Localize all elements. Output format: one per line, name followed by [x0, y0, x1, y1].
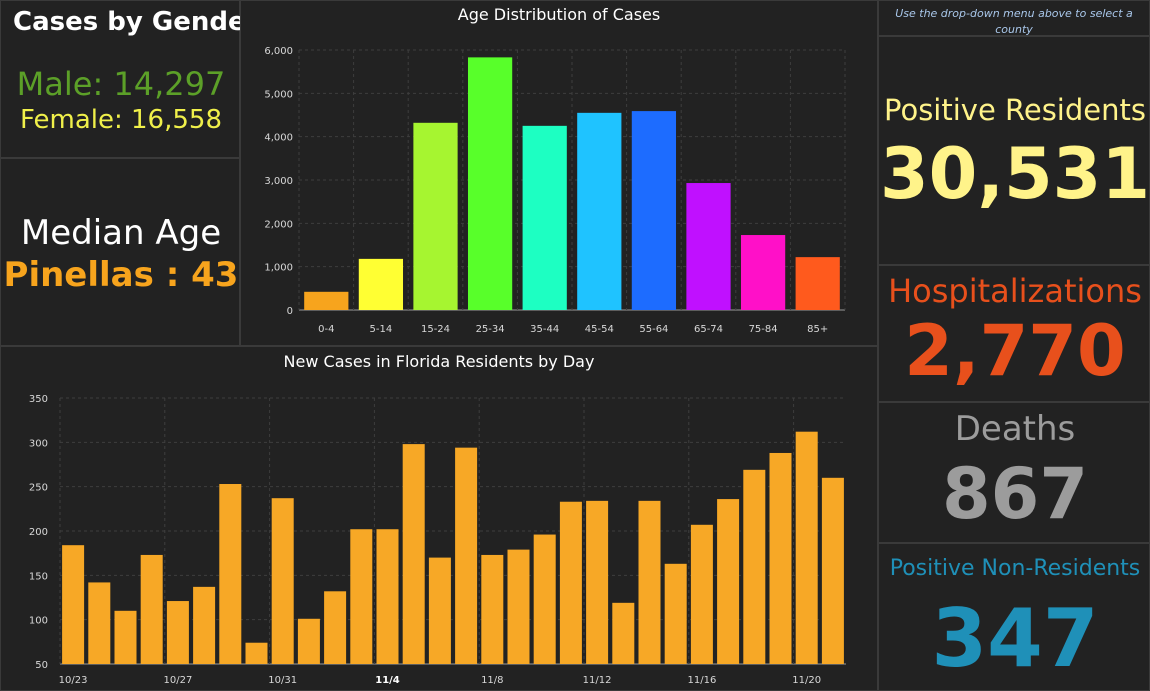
age-x-tick-label: 35-44 — [530, 324, 559, 335]
age-y-tick-label: 6,000 — [264, 46, 293, 57]
age-x-tick-label: 75-84 — [749, 324, 778, 335]
daily-chart-title: New Cases in Florida Residents by Day — [283, 352, 595, 371]
daily-bar-10/30[interactable] — [245, 642, 268, 664]
daily-bar-11/21[interactable] — [821, 477, 844, 664]
age-x-tick-label: 85+ — [807, 324, 828, 335]
age-bar-55-64[interactable] — [631, 111, 677, 310]
daily-bar-11/5[interactable] — [402, 444, 425, 664]
daily-bar-11/16[interactable] — [690, 524, 713, 664]
positive-residents-value: 30,531 — [879, 133, 1150, 215]
deaths-label: Deaths — [954, 409, 1076, 449]
non-residents-label: Positive Non-Residents — [889, 556, 1141, 581]
daily-bar-11/12[interactable] — [586, 500, 609, 664]
county-hint-text: Use the drop-down menu above to select a… — [895, 7, 1133, 36]
daily-x-tick-label: 11/16 — [687, 675, 716, 686]
age-bar-0-4[interactable] — [304, 291, 349, 310]
daily-bar-11/9[interactable] — [507, 549, 530, 664]
daily-bar-11/1[interactable] — [297, 618, 320, 664]
daily-y-tick-label: 300 — [29, 438, 48, 449]
non-residents-value: 347 — [931, 592, 1099, 685]
age-chart-title: Age Distribution of Cases — [457, 5, 661, 24]
gender-title: Cases by Gender — [13, 7, 259, 37]
daily-bar-11/18[interactable] — [743, 469, 766, 664]
daily-bar-11/15[interactable] — [664, 563, 687, 664]
age-x-tick-label: 65-74 — [694, 324, 723, 335]
daily-x-tick-label: 11/12 — [583, 675, 612, 686]
age-y-tick-label: 1,000 — [264, 263, 293, 274]
daily-bar-11/14[interactable] — [638, 500, 661, 664]
daily-cases-chart[interactable]: 50 100 150 200 250 300 350 10/23 10/27 10/31 11/4 1… — [1, 347, 877, 690]
non-residents-panel: Positive Non-Residents 347 — [878, 543, 1150, 691]
daily-bar-11/4[interactable] — [376, 529, 399, 664]
daily-y-tick-label: 100 — [29, 616, 48, 627]
daily-x-tick-label: 10/23 — [59, 675, 88, 686]
daily-cases-chart-panel[interactable]: New Cases in Florida Residents by Day 50… — [0, 346, 878, 691]
daily-bar-10/29[interactable] — [219, 484, 242, 664]
age-x-tick-label: 55-64 — [639, 324, 668, 335]
daily-x-tick-label: 10/27 — [163, 675, 192, 686]
deaths-panel: Deaths 867 — [878, 402, 1150, 543]
daily-x-tick-label: 11/4 — [375, 675, 400, 686]
age-distribution-chart-panel[interactable]: Age Distribution of Cases 0 1,000 2,000 3,0… — [240, 0, 878, 346]
cases-by-gender-panel: Cases by Gender Male: 14,297 Female: 16,… — [0, 0, 258, 158]
female-count: Female: 16,558 — [19, 105, 222, 135]
daily-bar-11/6[interactable] — [428, 557, 451, 664]
age-y-tick-label: 3,000 — [264, 176, 293, 187]
daily-y-tick-label: 250 — [29, 483, 48, 494]
daily-bar-11/2[interactable] — [324, 591, 347, 664]
daily-bar-10/25[interactable] — [114, 610, 137, 664]
age-x-tick-label: 15-24 — [421, 324, 450, 335]
daily-y-tick-label: 50 — [35, 660, 48, 671]
median-age-value: Pinellas : 43 — [3, 255, 239, 295]
age-bar-35-44[interactable] — [522, 125, 567, 310]
daily-bar-11/13[interactable] — [612, 602, 635, 664]
age-x-tick-label: 45-54 — [585, 324, 614, 335]
age-bar-65-74[interactable] — [686, 183, 731, 310]
age-y-tick-label: 2,000 — [264, 219, 293, 230]
daily-bar-11/7[interactable] — [455, 447, 478, 664]
daily-x-tick-label: 11/8 — [481, 675, 503, 686]
age-bar-85+[interactable] — [795, 257, 840, 310]
positive-residents-panel: Positive Residents 30,531 — [878, 36, 1150, 265]
age-y-tick-label: 0 — [287, 306, 293, 317]
daily-x-tick-label: 11/20 — [792, 675, 821, 686]
deaths-value: 867 — [941, 453, 1089, 535]
daily-bar-11/17[interactable] — [717, 499, 740, 664]
positive-residents-label: Positive Residents — [884, 93, 1146, 127]
daily-bar-10/24[interactable] — [88, 582, 111, 664]
hospitalizations-panel: Hospitalizations 2,770 — [878, 265, 1150, 402]
county-hint-panel: Use the drop-down menu above to select a… — [878, 0, 1150, 36]
age-x-tick-label: 5-14 — [370, 324, 393, 335]
male-count: Male: 14,297 — [16, 65, 226, 103]
age-y-tick-label: 5,000 — [264, 89, 293, 100]
daily-bar-11/8[interactable] — [481, 554, 504, 664]
daily-bar-10/28[interactable] — [193, 586, 216, 664]
daily-x-tick-label: 10/31 — [268, 675, 297, 686]
hospitalizations-label: Hospitalizations — [888, 272, 1142, 310]
age-bar-5-14[interactable] — [358, 258, 404, 310]
daily-bar-11/10[interactable] — [533, 534, 556, 664]
daily-bar-10/31[interactable] — [271, 498, 294, 664]
age-bar-45-54[interactable] — [577, 112, 622, 310]
age-y-tick-label: 4,000 — [264, 133, 293, 144]
age-bar-15-24[interactable] — [413, 122, 458, 310]
age-x-tick-label: 0-4 — [318, 324, 334, 335]
median-age-label: Median Age — [20, 213, 222, 253]
age-distribution-chart[interactable]: 0 1,000 2,000 3,000 4,000 5,000 6,000 0-4 5-14 15… — [241, 1, 877, 345]
daily-bar-10/26[interactable] — [140, 554, 163, 664]
age-bar-75-84[interactable] — [740, 235, 786, 310]
daily-bar-10/27[interactable] — [166, 601, 189, 664]
daily-bar-11/19[interactable] — [769, 452, 792, 664]
daily-bar-11/20[interactable] — [795, 431, 818, 664]
daily-y-tick-label: 350 — [29, 394, 48, 405]
daily-y-tick-label: 200 — [29, 527, 48, 538]
hospitalizations-value: 2,770 — [904, 310, 1126, 392]
daily-bar-10/23[interactable] — [62, 545, 85, 664]
daily-y-tick-label: 150 — [29, 571, 48, 582]
daily-bar-11/3[interactable] — [350, 529, 373, 664]
median-age-panel: Median Age Pinellas : 43 — [0, 158, 240, 346]
daily-bar-11/11[interactable] — [559, 501, 582, 664]
age-bar-25-34[interactable] — [467, 57, 513, 310]
age-x-tick-label: 25-34 — [476, 324, 505, 335]
